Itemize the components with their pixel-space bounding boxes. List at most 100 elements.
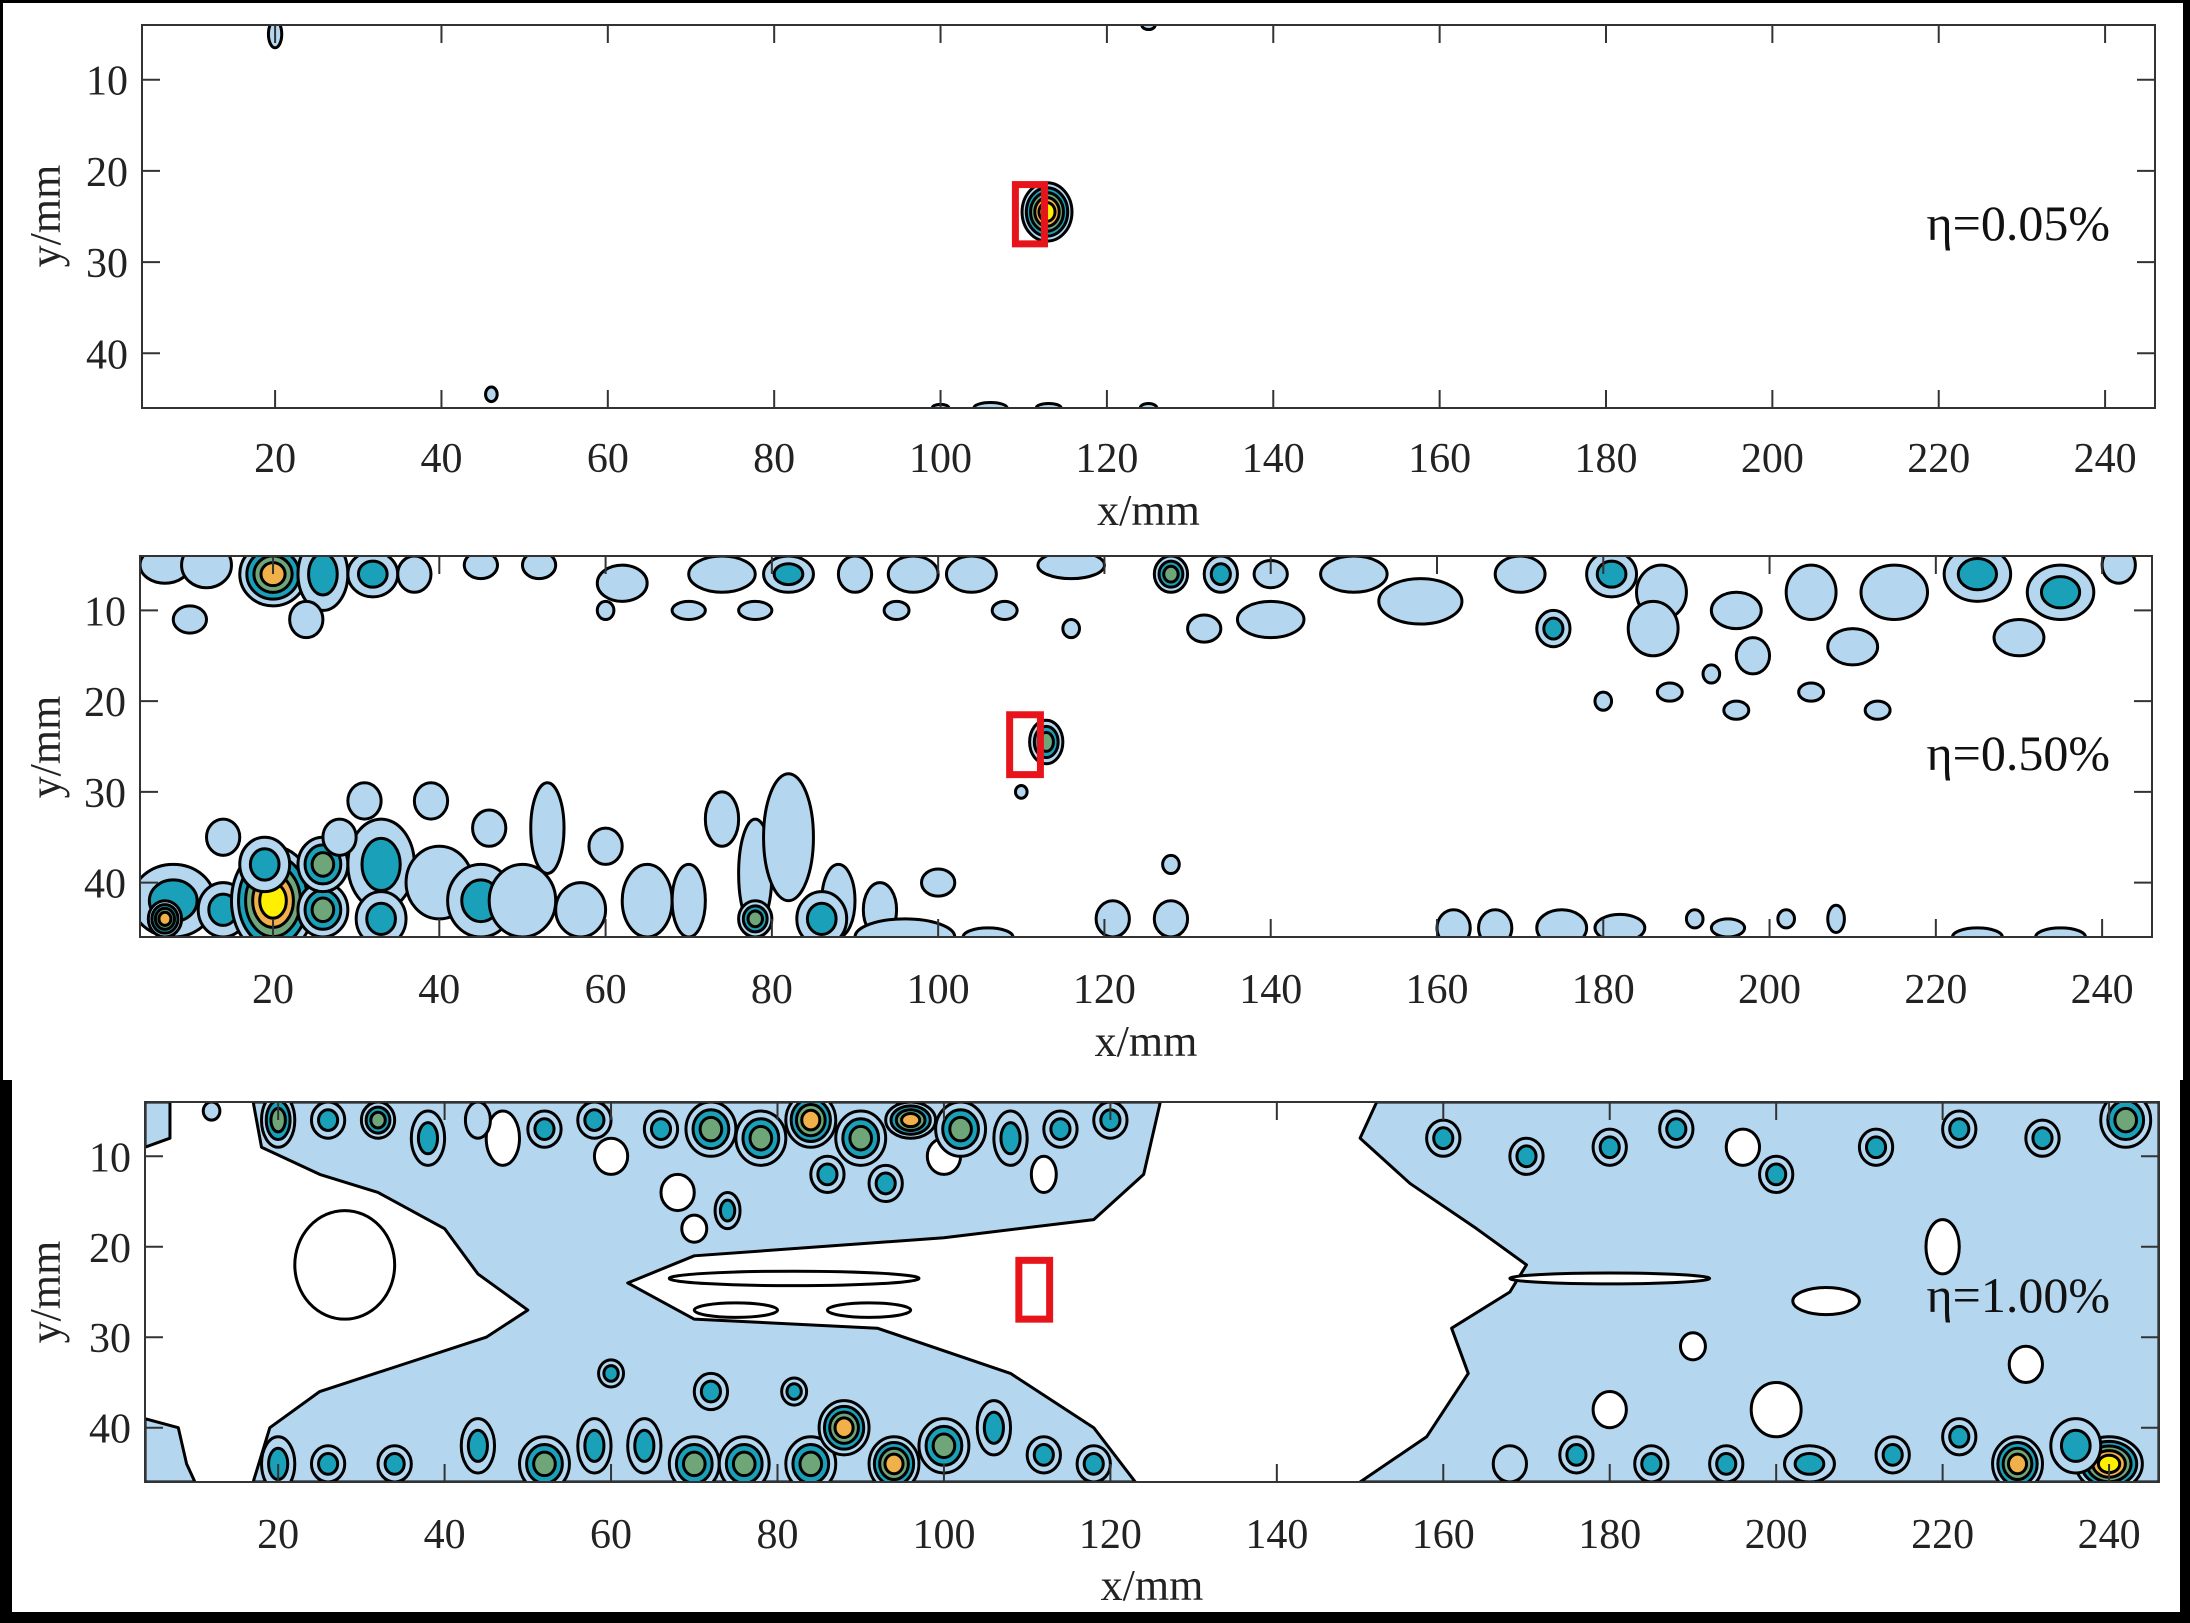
- contour-level-1: [1863, 699, 1892, 721]
- contour-level-2: [805, 901, 838, 937]
- x-tick-label: 40: [418, 967, 460, 1013]
- panel-2: 20 40 60 80 100 120 140 160 180 200 220 240 10 20 30 40…: [21, 555, 2153, 1066]
- contour-level-1: [471, 808, 508, 848]
- contour-level-2: [816, 1162, 839, 1187]
- x-tick-label: 240: [2074, 436, 2137, 482]
- contour-hole: [659, 1172, 696, 1213]
- x-tick-label: 160: [1405, 967, 1468, 1013]
- contour-level-2: [1765, 1162, 1788, 1187]
- contour-level-4: [900, 1112, 922, 1129]
- x-tick-label: 180: [1575, 436, 1638, 482]
- contour-level-3: [310, 896, 336, 924]
- contour-level-2: [633, 1428, 656, 1463]
- contour-level-2: [1542, 616, 1565, 641]
- x-tick-label: 20: [257, 1512, 299, 1558]
- contour-level-2: [2039, 575, 2082, 610]
- contour-level-3: [698, 1115, 724, 1143]
- contour-level-4: [800, 1108, 822, 1132]
- y-tick-label: 40: [86, 332, 128, 378]
- contour-hole: [692, 1301, 779, 1319]
- contour-level-1: [882, 599, 911, 622]
- axes-frame: [141, 24, 2156, 409]
- contour-level-3: [746, 909, 764, 929]
- contour-level-2: [583, 1108, 606, 1132]
- highlight-box: [1006, 711, 1044, 779]
- contour-level-1: [687, 556, 757, 594]
- contour-hole: [667, 1269, 921, 1288]
- y-tick-label: 30: [84, 771, 126, 817]
- contour-level-1: [1776, 908, 1796, 930]
- contour-level-1: [1655, 681, 1684, 703]
- panel-label: η=0.05%: [1927, 195, 2111, 251]
- x-tick-label: 200: [1745, 1512, 1808, 1558]
- contour-level-1: [1138, 401, 1159, 408]
- contour-hole: [1591, 1390, 1628, 1430]
- axes-frame: [144, 1101, 2160, 1483]
- contour-level-4: [157, 910, 173, 927]
- x-axis-label: x/mm: [1095, 1017, 1198, 1066]
- contour-level-1: [171, 604, 209, 635]
- contour-level-1: [484, 385, 499, 404]
- x-tick-label: 180: [1578, 1512, 1641, 1558]
- x-tick-label: 160: [1408, 436, 1471, 482]
- contour-level-1: [944, 556, 998, 594]
- contour-level-2: [356, 559, 389, 589]
- contour-level-1: [1826, 903, 1846, 934]
- contour-level-1: [1493, 556, 1547, 594]
- contour-level-1: [1094, 899, 1131, 937]
- contour-level-1: [1319, 556, 1389, 594]
- y-axis-label: y/mm: [21, 1241, 70, 1344]
- contour-level-2: [649, 1117, 673, 1142]
- x-tick-label: 120: [1075, 436, 1138, 482]
- x-tick-label: 220: [1911, 1512, 1974, 1558]
- contour-level-1: [1061, 618, 1081, 640]
- x-tick-label: 100: [907, 967, 970, 1013]
- x-tick-label: 100: [912, 1512, 975, 1558]
- axes-frame: [139, 555, 2153, 938]
- x-tick-label: 220: [1904, 967, 1967, 1013]
- contour-level-3: [369, 1110, 387, 1130]
- contour-level-3: [310, 851, 336, 878]
- contour-level-1: [762, 772, 815, 903]
- contour-level-3: [1162, 564, 1180, 584]
- x-tick-label: 60: [585, 967, 627, 1013]
- y-tick-label: 30: [86, 241, 128, 287]
- contour-level-1: [180, 556, 233, 590]
- plot-background: [142, 25, 2155, 408]
- x-tick-label: 240: [2078, 1512, 2141, 1558]
- contour-level-2: [999, 1121, 1022, 1156]
- contour-level-1: [961, 926, 1015, 937]
- contour-hole: [1724, 1127, 1762, 1167]
- x-tick-label: 180: [1572, 967, 1635, 1013]
- contour-level-1: [288, 599, 325, 640]
- x-tick-label: 140: [1245, 1512, 1308, 1558]
- contour-level-2: [1948, 1117, 1971, 1142]
- contour-level-3: [731, 1450, 757, 1478]
- panel-3: 20 40 60 80 100 120 140 160 180 200 220 240 10 20 30 40…: [21, 1101, 2160, 1610]
- contour-level-1: [1161, 853, 1181, 876]
- panel-label: η=1.00%: [1927, 1267, 2111, 1323]
- contour-hole: [1749, 1380, 1803, 1439]
- contour-level-2: [248, 847, 281, 882]
- contour-level-1: [1859, 563, 1930, 621]
- contour-level-3: [948, 1115, 973, 1143]
- contour-level-1: [1826, 627, 1880, 667]
- contour-level-1: [1491, 1444, 1528, 1482]
- contour-level-1: [920, 867, 957, 898]
- contour-hole: [1508, 1271, 1712, 1286]
- contour-level-1: [205, 817, 242, 857]
- contour-level-1: [1013, 784, 1029, 800]
- contour-level-1: [1797, 681, 1826, 703]
- contour-region: [1358, 1102, 2159, 1482]
- contour-level-3: [798, 1450, 824, 1478]
- contour-level-1: [1684, 908, 1705, 930]
- contour-level-2: [307, 556, 339, 597]
- contour-level-1: [529, 781, 566, 876]
- contour-hole: [1791, 1285, 1861, 1317]
- y-axis-label: y/mm: [21, 165, 70, 268]
- x-tick-label: 40: [420, 436, 462, 482]
- contour-level-1: [703, 790, 741, 848]
- contour-level-2: [2059, 1428, 2092, 1463]
